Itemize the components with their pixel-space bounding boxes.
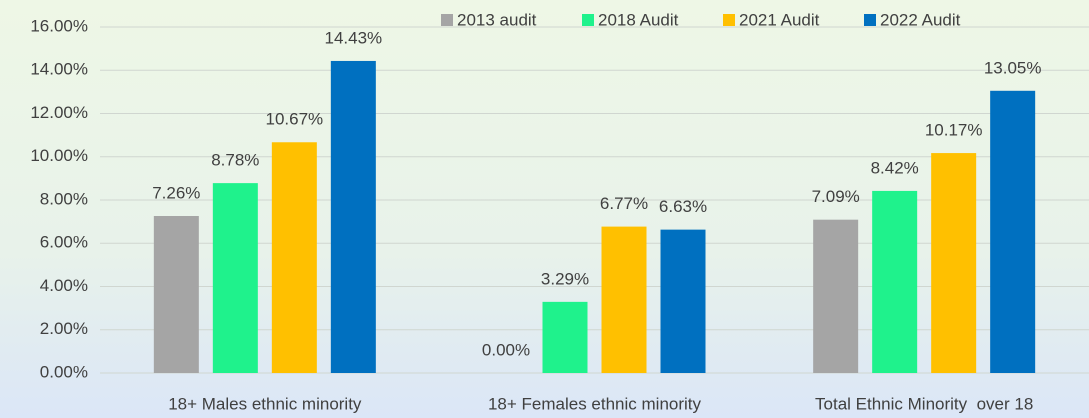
legend-label: 2013 audit [457, 10, 537, 29]
bar [153, 216, 199, 373]
value-label: 8.78% [211, 151, 259, 170]
x-tick-label: 18+ Males ethnic minority [168, 394, 362, 413]
y-tick-label: 16.00% [30, 16, 88, 35]
y-tick-label: 6.00% [40, 233, 88, 252]
bar [330, 60, 376, 374]
x-tick-label: 18+ Females ethnic minority [488, 394, 702, 413]
bar [931, 153, 977, 373]
legend-label: 2021 Audit [739, 10, 820, 29]
y-tick-label: 2.00% [40, 319, 88, 338]
value-label: 10.67% [265, 110, 323, 129]
value-label: 13.05% [984, 58, 1042, 77]
value-label: 7.26% [152, 183, 200, 202]
bar [542, 301, 588, 373]
value-label: 6.77% [600, 194, 648, 213]
y-tick-label: 4.00% [40, 276, 88, 295]
legend-label: 2022 Audit [880, 10, 961, 29]
value-label: 0.00% [482, 340, 530, 359]
bar [271, 142, 317, 373]
legend-swatch [441, 14, 453, 26]
legend-swatch [723, 14, 735, 26]
value-label: 14.43% [324, 28, 382, 47]
legend-swatch [864, 14, 876, 26]
bar [813, 219, 859, 373]
value-label: 6.63% [659, 197, 707, 216]
legend-swatch [582, 14, 594, 26]
y-tick-label: 0.00% [40, 362, 88, 381]
value-label: 8.42% [871, 158, 919, 177]
legend-label: 2018 Audit [598, 10, 679, 29]
bar [990, 90, 1036, 373]
y-tick-label: 12.00% [30, 103, 88, 122]
bar [212, 183, 258, 373]
value-label: 3.29% [541, 269, 589, 288]
x-tick-label: Total Ethnic Minority over 18 [815, 394, 1033, 413]
y-tick-label: 8.00% [40, 189, 88, 208]
y-tick-label: 14.00% [30, 60, 88, 79]
value-label: 7.09% [812, 187, 860, 206]
bar [660, 229, 706, 373]
y-tick-label: 10.00% [30, 146, 88, 165]
bar [601, 226, 647, 373]
value-label: 10.17% [925, 121, 983, 140]
bar [872, 190, 918, 373]
